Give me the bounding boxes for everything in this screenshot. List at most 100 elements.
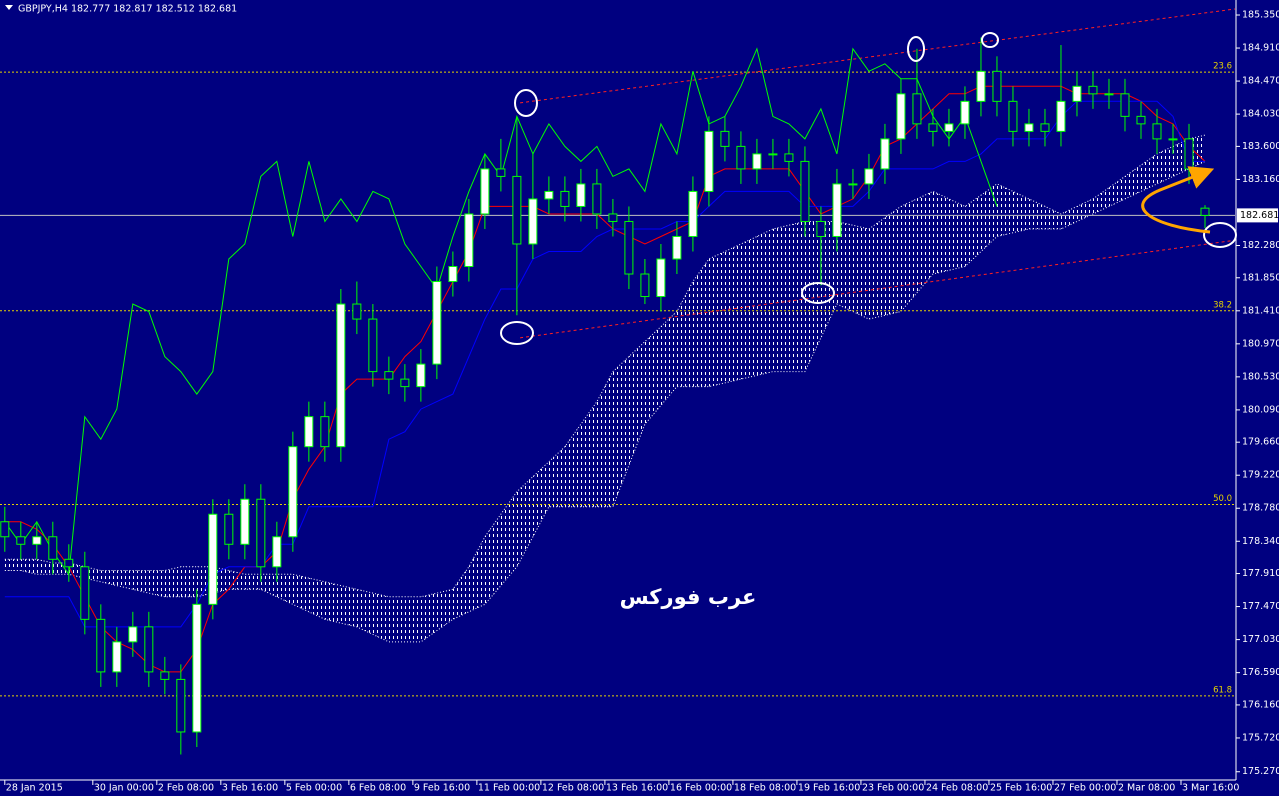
candle-body bbox=[848, 183, 858, 186]
y-tick-label: 175.270 bbox=[1242, 766, 1279, 777]
annotation-circle bbox=[514, 89, 538, 117]
candle-body bbox=[1152, 123, 1162, 140]
y-tick-label: 185.350 bbox=[1242, 10, 1279, 21]
x-tick-label: 13 Feb 16:00 bbox=[606, 783, 668, 794]
annotation-circle bbox=[500, 321, 534, 345]
candle-body bbox=[80, 566, 90, 620]
y-tick-label: 179.660 bbox=[1242, 437, 1279, 448]
candle-body bbox=[272, 536, 282, 568]
current-price-box bbox=[1237, 208, 1278, 223]
candle-body bbox=[1024, 123, 1034, 132]
candle-body bbox=[720, 130, 730, 147]
candle-body bbox=[0, 521, 10, 538]
candle-body bbox=[96, 618, 106, 673]
candle-body bbox=[16, 536, 26, 545]
annotations bbox=[500, 32, 1237, 345]
y-tick-label: 180.530 bbox=[1242, 371, 1279, 382]
candle-body bbox=[896, 93, 906, 140]
candle-body bbox=[384, 371, 394, 380]
y-tick-label: 176.160 bbox=[1242, 699, 1279, 710]
x-tick-label: 3 Feb 16:00 bbox=[222, 783, 278, 794]
candle-body bbox=[992, 70, 1002, 102]
candle-body bbox=[672, 235, 682, 260]
candle-body bbox=[1120, 93, 1130, 117]
candle-body bbox=[464, 213, 474, 268]
annotation-circle bbox=[1203, 222, 1237, 248]
annotation-circle bbox=[907, 36, 925, 62]
candle-body bbox=[368, 318, 378, 373]
y-tick-label: 183.600 bbox=[1242, 141, 1279, 152]
candle-body bbox=[352, 303, 362, 320]
x-tick-label: 16 Feb 00:00 bbox=[670, 783, 732, 794]
candle-body bbox=[240, 498, 250, 545]
fib-label: 61.8 bbox=[1213, 685, 1232, 695]
candle-body bbox=[480, 168, 490, 215]
candle-body bbox=[928, 123, 938, 132]
x-tick-label: 3 Mar 16:00 bbox=[1182, 783, 1239, 794]
fib-label: 38.2 bbox=[1213, 300, 1232, 310]
candle-body bbox=[1104, 93, 1114, 96]
y-tick-label: 181.850 bbox=[1242, 272, 1279, 283]
indicator-line bbox=[4, 100, 1205, 628]
header-icon bbox=[5, 5, 13, 10]
y-tick-label: 184.910 bbox=[1242, 43, 1279, 54]
candle-body bbox=[1008, 100, 1018, 132]
candle-body bbox=[1040, 123, 1050, 132]
candle-body bbox=[640, 273, 650, 298]
x-tick-label: 2 Feb 08:00 bbox=[158, 783, 214, 794]
candle-body bbox=[336, 303, 346, 448]
x-tick-label: 30 Jan 00:00 bbox=[94, 783, 154, 794]
candle-body bbox=[560, 190, 570, 207]
header: GBPJPY,H4 182.777 182.817 182.512 182.68… bbox=[18, 4, 237, 15]
candle-body bbox=[160, 671, 170, 680]
candle-body bbox=[48, 536, 58, 560]
y-tick-label: 177.470 bbox=[1242, 601, 1279, 612]
y-tick-label: 178.340 bbox=[1242, 536, 1279, 547]
candle-body bbox=[496, 168, 506, 177]
cloud-edge bbox=[4, 134, 1206, 598]
candle-body bbox=[1184, 138, 1194, 170]
candle-body bbox=[144, 626, 154, 673]
candle-body bbox=[416, 363, 426, 388]
candle-body bbox=[288, 446, 298, 538]
x-tick-label: 19 Feb 16:00 bbox=[798, 783, 860, 794]
y-tick-label: 179.220 bbox=[1242, 470, 1279, 481]
current-price-label: 182.681 bbox=[1240, 210, 1279, 221]
candle-body bbox=[912, 93, 922, 125]
candle-body bbox=[528, 198, 538, 245]
candle-body bbox=[1168, 138, 1178, 141]
y-tick-label: 180.090 bbox=[1242, 404, 1279, 415]
candle-body bbox=[1056, 100, 1066, 132]
fib-label: 50.0 bbox=[1213, 494, 1232, 504]
trend-line bbox=[520, 239, 1236, 339]
candle-body bbox=[448, 266, 458, 283]
y-tick-label: 181.410 bbox=[1242, 305, 1279, 316]
x-tick-label: 9 Feb 16:00 bbox=[414, 783, 470, 794]
candle-body bbox=[400, 378, 410, 388]
x-tick-label: 25 Feb 16:00 bbox=[990, 783, 1052, 794]
plot-area bbox=[0, 8, 1236, 755]
candle-body bbox=[656, 258, 666, 298]
candle-body bbox=[736, 145, 746, 170]
indicator-line bbox=[4, 85, 1206, 673]
y-tick-label: 177.030 bbox=[1242, 634, 1279, 645]
x-tick-label: 5 Feb 00:00 bbox=[286, 783, 342, 794]
x-tick-label: 6 Feb 08:00 bbox=[350, 783, 406, 794]
candle-body bbox=[768, 153, 778, 156]
candle-body bbox=[576, 183, 586, 207]
annotation-arrow bbox=[1141, 166, 1215, 234]
candle-body bbox=[320, 416, 330, 448]
candle-body bbox=[1088, 85, 1098, 95]
trend-line bbox=[520, 8, 1236, 104]
candle-body bbox=[592, 183, 602, 215]
y-tick-label: 178.780 bbox=[1242, 503, 1279, 514]
candle-body bbox=[880, 138, 890, 170]
candle-body bbox=[624, 220, 634, 275]
x-tick-label: 27 Feb 00:00 bbox=[1054, 783, 1116, 794]
y-tick-label: 183.160 bbox=[1242, 174, 1279, 185]
x-tick-label: 28 Jan 2015 bbox=[6, 783, 63, 794]
y-tick-label: 175.720 bbox=[1242, 732, 1279, 743]
x-tick-label: 18 Feb 08:00 bbox=[734, 783, 796, 794]
watermark: عرب فوركس bbox=[620, 585, 757, 609]
